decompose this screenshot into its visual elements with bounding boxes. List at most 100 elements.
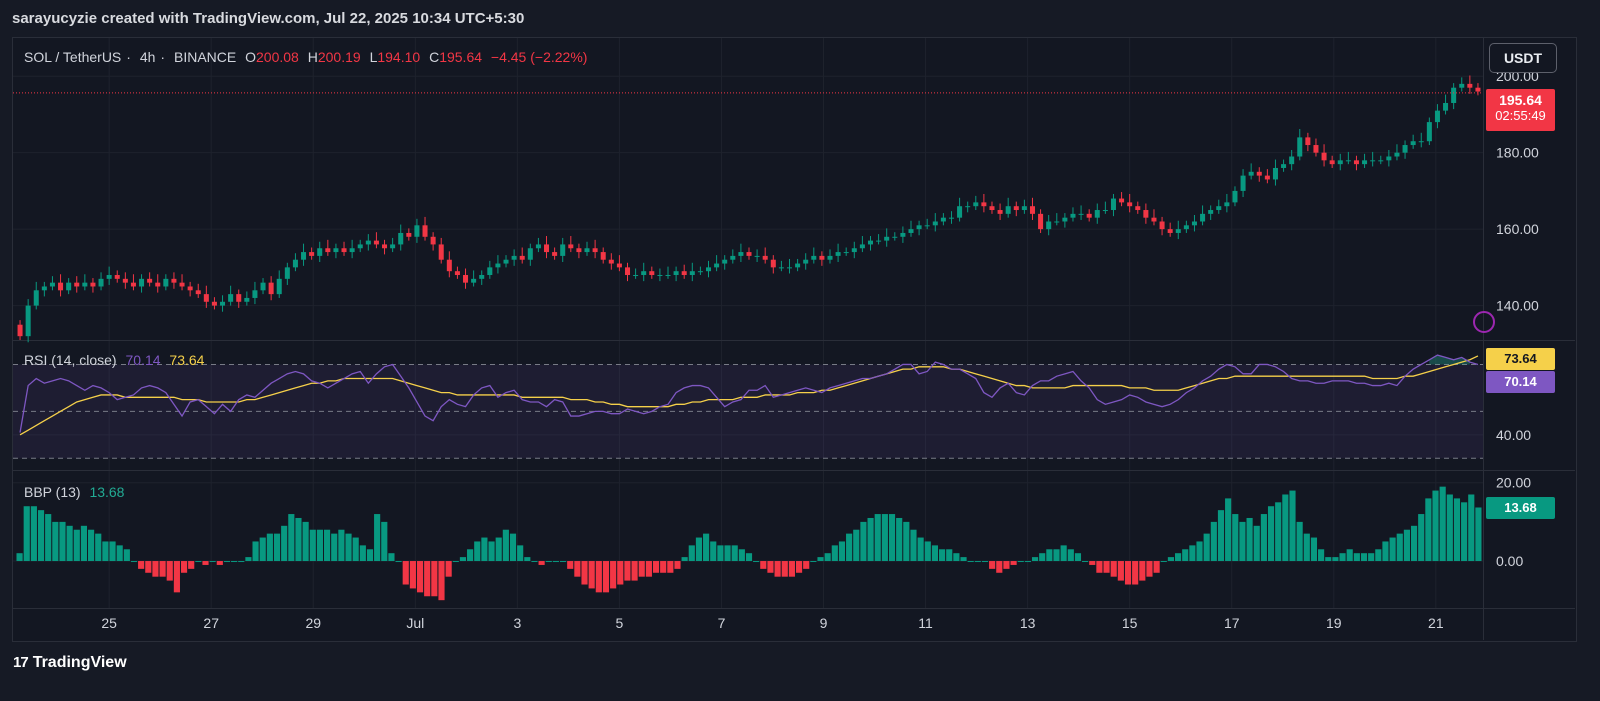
bbp-bar: [95, 533, 102, 562]
bbp-bar: [1189, 545, 1196, 562]
rsi-ma-tag: 73.64: [1486, 348, 1555, 370]
bbp-bar: [760, 561, 767, 569]
bbp-bar: [1167, 557, 1174, 562]
bbp-bar: [1282, 494, 1289, 562]
candle-body: [867, 240, 874, 245]
bbp-bar: [180, 561, 188, 573]
rsi-ma-line: [19, 355, 1479, 436]
bbp-bar: [1225, 498, 1232, 562]
rsi-tag: 70.14: [1486, 371, 1555, 393]
candle-body: [495, 263, 501, 268]
high-value: 200.19: [317, 49, 361, 65]
bbp-legend: BBP (13) 13.68: [24, 484, 129, 500]
bbp-bar: [345, 533, 352, 562]
bbp-bar: [1325, 557, 1332, 562]
candle-body: [357, 244, 363, 249]
time-tick-label: 15: [1122, 615, 1138, 631]
bbp-bar: [1439, 486, 1446, 562]
symbol-name: SOL / TetherUS: [24, 49, 122, 65]
candle-body: [276, 278, 282, 295]
candle-body: [1191, 221, 1197, 226]
candle-body: [454, 271, 460, 276]
candle-body: [1143, 210, 1149, 218]
bbp-bar: [195, 561, 202, 563]
bbp-bar: [996, 561, 1003, 573]
price-tick-label: 160.00: [1496, 221, 1539, 237]
candle-body: [1305, 137, 1311, 146]
bbp-bar: [509, 533, 517, 562]
rsi-ma-value: 73.64: [169, 352, 205, 368]
bbp-bar: [903, 521, 910, 562]
candle-body: [155, 282, 161, 287]
candle-body: [859, 244, 865, 249]
candle-body: [705, 267, 712, 272]
bbp-bar: [1103, 561, 1110, 573]
bbp-bar: [1389, 537, 1396, 562]
candle-body: [398, 232, 404, 245]
bbp-bar: [59, 521, 66, 562]
candle-body: [1070, 213, 1076, 218]
bbp-bar: [302, 521, 309, 562]
candle-body: [1110, 198, 1116, 211]
candle-body: [1102, 210, 1108, 212]
bbp-bar: [939, 549, 946, 562]
bbp-bar: [974, 561, 981, 563]
bbp-bar: [1082, 561, 1089, 563]
candle-body: [130, 282, 136, 287]
candle-body: [535, 244, 541, 249]
bbp-bar: [788, 561, 795, 577]
candle-body: [592, 248, 598, 253]
bbp-bar: [660, 561, 667, 573]
bbp-bar: [1182, 549, 1189, 562]
bbp-bar: [810, 561, 817, 563]
candle-body: [406, 232, 412, 237]
bbp-bar: [946, 549, 953, 562]
candle-body: [1459, 83, 1465, 88]
bbp-bar: [30, 506, 37, 562]
bbp-bar: [152, 561, 159, 577]
candle-body: [195, 290, 201, 295]
bbp-bar: [123, 549, 130, 562]
bbp-bar: [717, 545, 724, 562]
bbp-bar: [1303, 533, 1310, 562]
candle-body: [649, 271, 655, 276]
bbp-bar: [80, 525, 88, 562]
bbp-bar: [953, 553, 960, 562]
candle-body: [1272, 167, 1278, 180]
currency-button[interactable]: USDT: [1489, 43, 1557, 73]
bbp-bar: [910, 529, 917, 562]
candle-body: [1329, 160, 1335, 165]
candle-body: [973, 202, 979, 207]
candle-body: [600, 252, 606, 260]
bbp-bar: [1318, 549, 1325, 562]
bbp-bar: [1253, 525, 1260, 562]
candle-body: [803, 259, 809, 264]
tradingview-logo[interactable]: 17 TradingView: [13, 654, 127, 672]
candle-body: [1159, 221, 1165, 230]
bbp-bar: [731, 545, 738, 562]
bbp-bar: [281, 525, 288, 562]
bbp-bar: [1296, 521, 1303, 562]
bbp-bar: [774, 561, 781, 577]
candle-body: [422, 225, 428, 237]
time-axis: 25 27 29 Jul 3 5 7 9 11 13 15 17 19 21: [101, 615, 1443, 631]
candle-body: [1394, 152, 1400, 157]
watermark-header: sarayucyzie created with TradingView.com…: [12, 10, 525, 27]
bbp-bar: [1210, 521, 1217, 562]
bbp-bar: [703, 533, 710, 562]
candle-body: [892, 236, 898, 238]
bbp-bar: [674, 561, 681, 569]
bbp-bar: [896, 517, 903, 562]
bbp-bar: [1117, 561, 1124, 581]
candle-body: [746, 252, 752, 256]
candle-body: [187, 286, 193, 291]
candle-body: [1127, 202, 1133, 207]
bbp-bar: [1425, 498, 1432, 562]
candle-body: [835, 252, 841, 256]
candle-body: [479, 275, 485, 279]
chart-extras: [1473, 311, 1495, 333]
bbp-bar: [1461, 502, 1468, 562]
symbol-legend: SOL / TetherUS · 4h · BINANCE O200.08 H200…: [24, 49, 588, 65]
